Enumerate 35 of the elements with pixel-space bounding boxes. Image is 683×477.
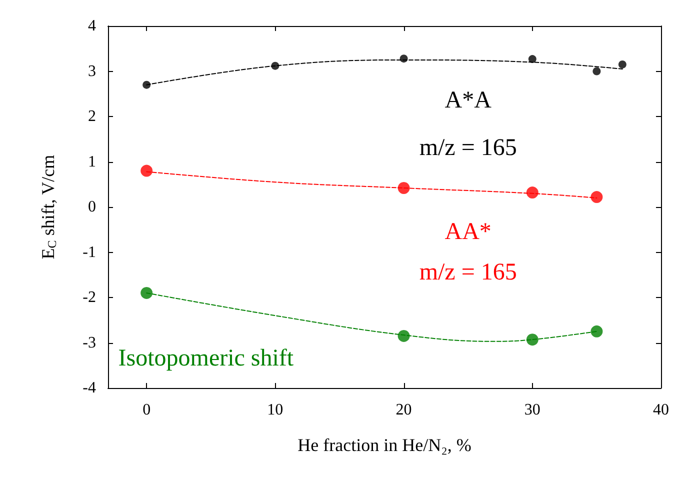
point (140, 286, 153, 299)
point (592, 67, 601, 76)
x-axis-title: He fraction in He/N₂, % (298, 435, 472, 455)
x-tick-label: 30 (524, 402, 540, 418)
x-tick-label: 0 (142, 402, 151, 418)
y-tick-label: 1 (88, 153, 96, 170)
series-label: AA* (444, 218, 492, 245)
y-tick-label: 3 (88, 62, 96, 80)
point (142, 80, 151, 89)
point (528, 55, 536, 64)
annotation: m/z = 165 (419, 135, 517, 162)
point (398, 182, 410, 194)
point (526, 334, 538, 346)
y-tick-label: 4 (88, 18, 96, 34)
annotation: m/z = 165 (419, 260, 517, 286)
x-tick-label: 10 (267, 402, 284, 418)
text: Isotopomeric shift (118, 346, 294, 372)
y-tick-label: 2 (88, 108, 96, 125)
point (526, 186, 538, 199)
point (140, 164, 153, 177)
series-label: A*A (444, 88, 492, 114)
y-tick-label: -3 (82, 334, 96, 352)
y-axis-title: EC shift, V/cm (38, 154, 59, 260)
y-tick-label: 0 (88, 198, 96, 216)
point (618, 60, 626, 68)
point (590, 325, 603, 338)
point (398, 330, 410, 342)
y-tick-label: -2 (82, 289, 96, 306)
point (271, 62, 280, 70)
x-tick-label: 40 (653, 402, 669, 418)
point (590, 191, 603, 204)
y-tick-label: -1 (82, 244, 96, 261)
point (400, 54, 408, 63)
y-tick-label: -4 (82, 380, 96, 396)
x-tick-label: 20 (396, 402, 412, 418)
